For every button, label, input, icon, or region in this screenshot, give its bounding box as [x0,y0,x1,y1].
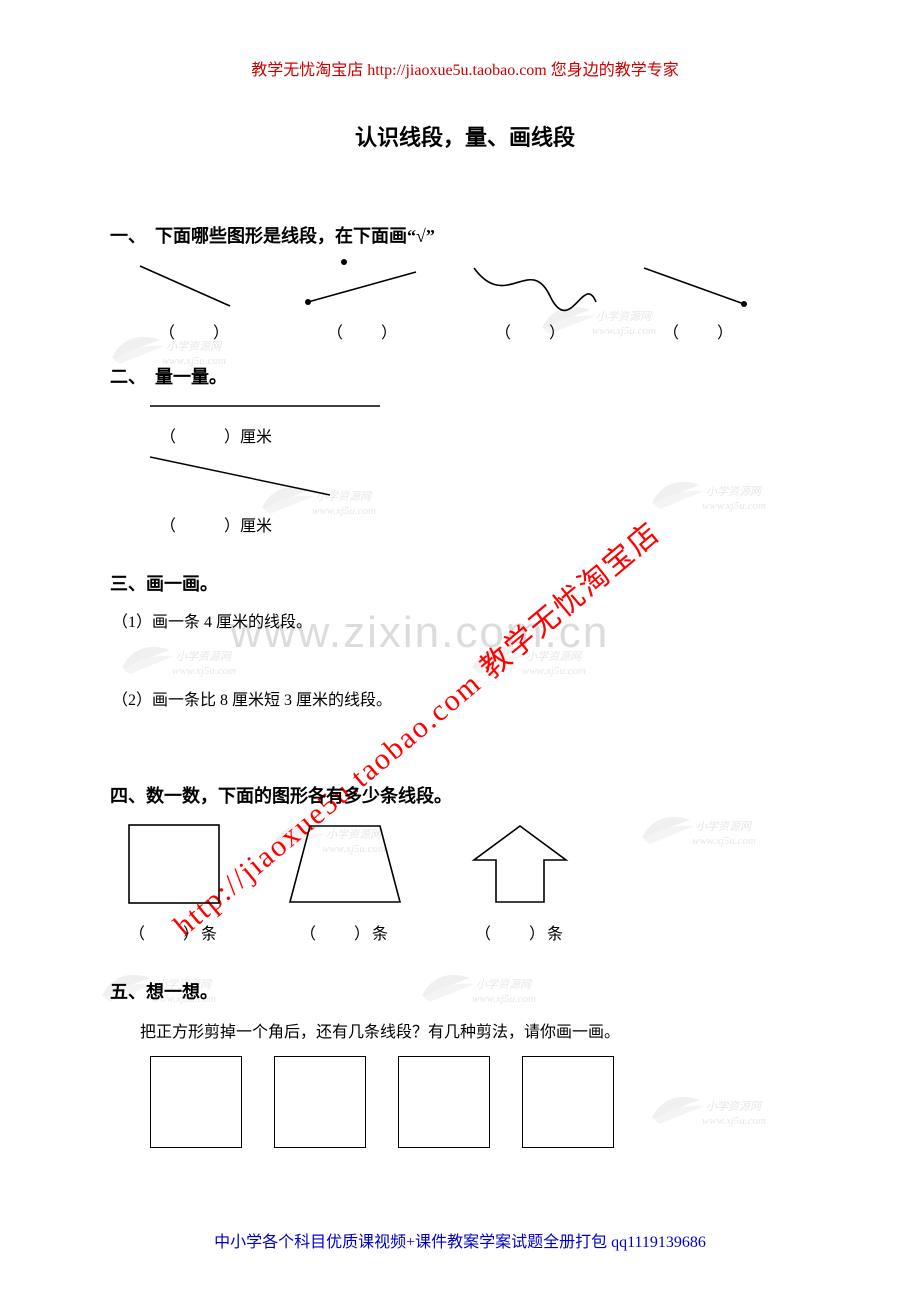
q4-svg-arrow [468,822,572,906]
q2-line-2 [150,453,350,501]
q1-answer-4[interactable]: （ ） [624,319,774,343]
q5-text: 把正方形剪掉一个角后，还有几条线段？有几种剪法，请你画一画。 [140,1018,820,1042]
q1-shape-3: （ ） [456,258,606,343]
header-text: 教学无忧淘宝店 http://jiaoxue5u.taobao.com 您身边的… [110,56,820,80]
q2-answer-1[interactable]: （ ）厘米 [160,423,820,447]
q1-svg-4 [624,258,774,314]
q5-boxes [150,1056,820,1148]
q1-heading: 一、 下面哪些图形是线段，在下面画“√” [110,222,820,248]
q3-sub1: （1）画一条 4 厘米的线段。 [112,608,820,632]
q3-heading: 三、画一画。 [110,570,820,596]
q2: 二、 量一量。 （ ）厘米 （ ）厘米 [110,363,820,536]
q1-shape-2: （ ） [288,258,438,343]
q4: 四、数一数，下面的图形各有多少条线段。 （ ）条 （ ）条 （ ）条 [110,782,820,944]
q5-heading: 五、想一想。 [110,978,820,1004]
q5-box-2[interactable] [274,1056,366,1148]
q5-box-4[interactable] [522,1056,614,1148]
q4-svg-trapezoid [282,822,408,906]
q2-answer-2[interactable]: （ ）厘米 [160,512,820,536]
q4-heading: 四、数一数，下面的图形各有多少条线段。 [110,782,820,808]
q2-line-1 [150,400,390,412]
q4-answer-2[interactable]: （ ）条 [300,926,390,943]
q5-box-1[interactable] [150,1056,242,1148]
q1-shape-1: （ ） [120,258,270,343]
q4-shape-square: （ ）条 [126,822,222,944]
q4-answer-1[interactable]: （ ）条 [129,926,219,943]
q1-shape-4: （ ） [624,258,774,343]
q1-svg-2 [288,258,438,314]
q4-shape-arrow: （ ）条 [468,822,572,944]
q3-sub2: （2）画一条比 8 厘米短 3 厘米的线段。 [112,686,820,710]
q1-svg-1 [120,258,270,314]
q5: 五、想一想。 把正方形剪掉一个角后，还有几条线段？有几种剪法，请你画一画。 [110,978,820,1148]
q4-shape-trapezoid: （ ）条 [282,822,408,944]
q1-shapes-row: （ ） （ ） （ ） （ ） [120,258,820,343]
q1-answer-3[interactable]: （ ） [456,319,606,343]
q4-answer-3[interactable]: （ ）条 [475,926,565,943]
q4-svg-square [126,822,222,906]
q1-svg-3 [456,258,606,314]
footer-text: 中小学各个科目优质课视频+课件教案学案试题全册打包 qq1119139686 [0,1228,920,1252]
q1-answer-2[interactable]: （ ） [288,319,438,343]
q1-answer-1[interactable]: （ ） [120,319,270,343]
page: 教学无忧淘宝店 http://jiaoxue5u.taobao.com 您身边的… [0,0,920,1188]
page-title: 认识线段，量、画线段 [110,120,820,152]
q5-box-3[interactable] [398,1056,490,1148]
q3: 三、画一画。 （1）画一条 4 厘米的线段。 （2）画一条比 8 厘米短 3 厘… [110,570,820,710]
q2-heading: 二、 量一量。 [110,363,820,389]
